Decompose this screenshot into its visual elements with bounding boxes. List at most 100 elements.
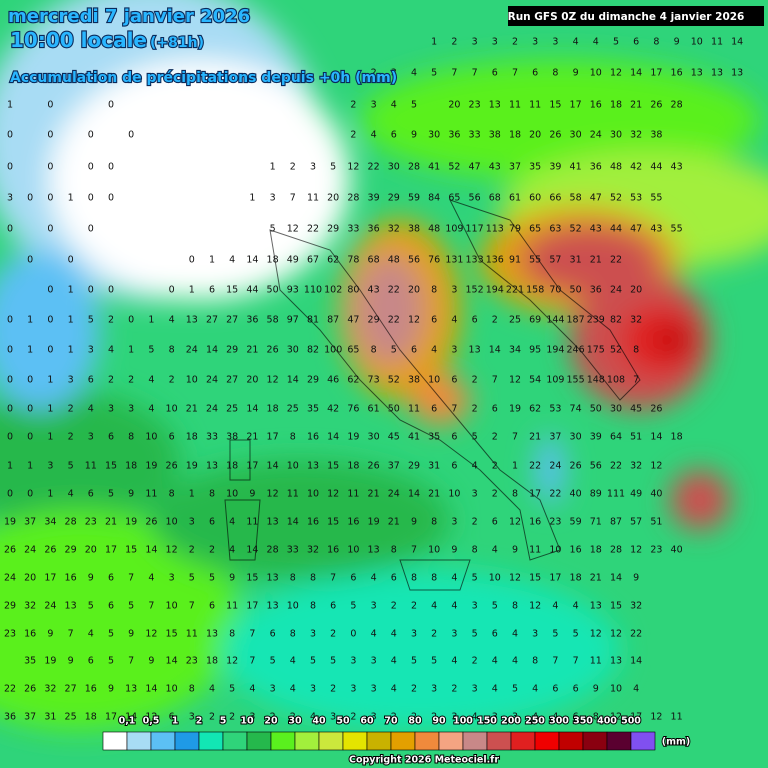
grid-value: 47 <box>590 193 602 204</box>
legend-label: 500 <box>621 716 641 727</box>
legend: 0,1 0,5 1 2 5 10 20 30 40 50 60 70 80 90 100 150 200 250 3… <box>102 715 656 751</box>
grid-value: 20 <box>246 375 258 386</box>
legend-label: 350 <box>573 716 593 727</box>
grid-value: 14 <box>267 461 279 472</box>
grid-value: 5 <box>108 489 114 500</box>
grid-value: 13 <box>469 345 481 356</box>
grid-value: 16 <box>24 629 36 640</box>
grid-value: 7 <box>633 375 639 386</box>
grid-value: 65 <box>347 345 359 356</box>
grid-value: 24 <box>610 285 622 296</box>
grid-value: 57 <box>630 517 642 528</box>
grid-value: 1 <box>7 461 13 472</box>
grid-value: 78 <box>347 255 359 266</box>
grid-value: 4 <box>391 100 397 111</box>
grid-value: 13 <box>610 656 622 667</box>
grid-value: 8 <box>371 345 377 356</box>
grid-value: 4 <box>371 573 377 584</box>
grid-value: 18 <box>347 461 359 472</box>
grid-value: 36 <box>448 130 460 141</box>
grid-value: 11 <box>671 712 683 723</box>
grid-value: 8 <box>169 489 175 500</box>
grid-value: 5 <box>330 656 336 667</box>
grid-value: 10 <box>287 461 299 472</box>
legend-swatch <box>318 731 344 751</box>
grid-value: 54 <box>529 375 541 386</box>
grid-value: 0 <box>7 404 13 415</box>
grid-value: 22 <box>307 224 319 235</box>
grid-value: 148 <box>587 375 605 386</box>
grid-value: 5 <box>552 629 558 640</box>
grid-value: 12 <box>145 629 157 640</box>
grid-value: 11 <box>186 629 198 640</box>
legend-swatch <box>486 731 512 751</box>
grid-value: 4 <box>229 545 235 556</box>
grid-value: 56 <box>590 461 602 472</box>
grid-value: 5 <box>613 37 619 48</box>
grid-value: 51 <box>650 517 662 528</box>
grid-value: 8 <box>431 517 437 528</box>
grid-value: 187 <box>567 315 585 326</box>
grid-value: 26 <box>44 545 56 556</box>
grid-value: 110 <box>304 285 322 296</box>
grid-value: 14 <box>125 712 137 723</box>
grid-value: 10 <box>186 375 198 386</box>
grid-value: 48 <box>610 162 622 173</box>
grid-value: 12 <box>408 315 420 326</box>
grid-value: 12 <box>226 656 238 667</box>
grid-value: 7 <box>148 601 154 612</box>
grid-value: 3 <box>128 404 134 415</box>
grid-value: 35 <box>428 432 440 443</box>
grid-value: 30 <box>428 130 440 141</box>
grid-value: 2 <box>68 432 74 443</box>
grid-value: 87 <box>610 517 622 528</box>
subtitle: Accumulation de précipitations depuis +0… <box>10 70 397 86</box>
grid-value: 5 <box>492 601 498 612</box>
grid-value: 24 <box>186 345 198 356</box>
grid-value: 5 <box>310 656 316 667</box>
grid-value: 19 <box>4 517 16 528</box>
grid-value: 80 <box>347 285 359 296</box>
grid-value: 11 <box>509 100 521 111</box>
grid-value: 5 <box>148 345 154 356</box>
grid-value: 7 <box>249 629 255 640</box>
grid-value: 49 <box>287 255 299 266</box>
grid-value: 0 <box>47 100 53 111</box>
grid-value: 32 <box>388 224 400 235</box>
grid-value: 4 <box>512 629 518 640</box>
grid-value: 3 <box>451 517 457 528</box>
grid-value: 4 <box>552 712 558 723</box>
grid-value: 1 <box>47 404 53 415</box>
grid-value: 3 <box>249 712 255 723</box>
grid-value: 5 <box>472 573 478 584</box>
grid-value: 25 <box>287 404 299 415</box>
grid-value: 13 <box>307 461 319 472</box>
grid-value: 3 <box>371 684 377 695</box>
grid-value: 6 <box>492 68 498 79</box>
grid-value: 40 <box>650 489 662 500</box>
grid-value: 3 <box>68 375 74 386</box>
grid-value: 51 <box>630 432 642 443</box>
grid-value: 16 <box>307 517 319 528</box>
grid-value: 4 <box>209 684 215 695</box>
grid-value: 4 <box>451 315 457 326</box>
grid-value: 0 <box>7 224 13 235</box>
grid-value: 0 <box>27 489 33 500</box>
grid-value: 0 <box>88 285 94 296</box>
grid-value: 11 <box>307 193 319 204</box>
grid-value: 50 <box>570 285 582 296</box>
grid-value: 23 <box>85 517 97 528</box>
grid-value: 7 <box>512 68 518 79</box>
grid-value: 37 <box>24 517 36 528</box>
grid-value: 4 <box>492 545 498 556</box>
grid-value: 14 <box>246 255 258 266</box>
grid-value: 17 <box>570 100 582 111</box>
grid-value: 29 <box>408 461 420 472</box>
grid-value: 24 <box>44 601 56 612</box>
grid-value: 1 <box>128 345 134 356</box>
grid-value: 21 <box>388 517 400 528</box>
grid-value: 3 <box>512 712 518 723</box>
grid-value: 26 <box>549 130 561 141</box>
grid-value: 0 <box>47 130 53 141</box>
date-label: mercredi 7 janvier 2026 <box>8 6 250 27</box>
